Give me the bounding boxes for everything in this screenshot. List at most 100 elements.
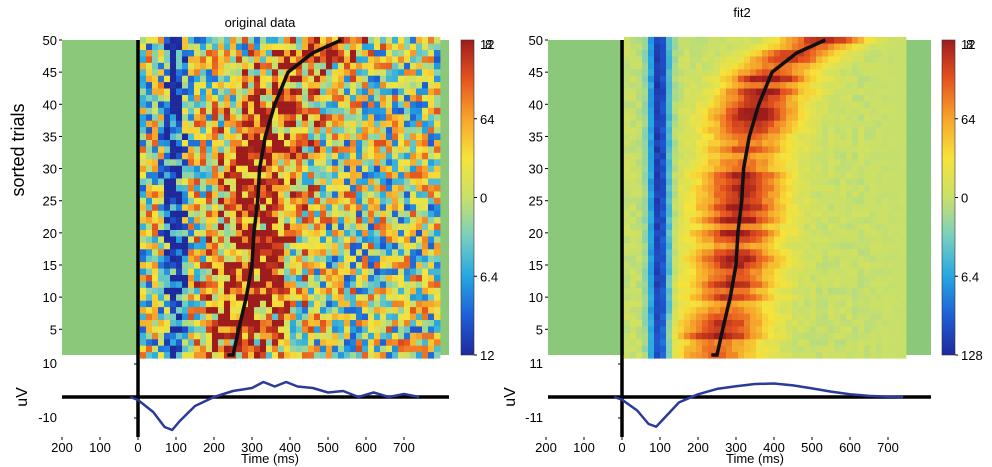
heatmap-cell (636, 101, 643, 108)
heatmap-cell (888, 345, 895, 353)
heatmap-cell (170, 81, 177, 89)
heatmap-cell (212, 229, 219, 237)
heatmap-cell (380, 184, 387, 192)
heatmap-cell (882, 178, 889, 185)
heatmap-cell (672, 300, 679, 308)
heatmap-cell (146, 139, 153, 147)
heatmap-cell (648, 294, 655, 301)
heatmap-cell (188, 191, 195, 198)
heatmap-cell (828, 216, 835, 224)
heatmap-cell (756, 229, 763, 237)
heatmap-cell (428, 126, 435, 134)
heatmap-cell (302, 126, 309, 134)
heatmap-cell (326, 210, 333, 218)
heatmap-cell (666, 339, 673, 346)
heatmap-cell (684, 268, 691, 275)
heatmap-cell (732, 101, 739, 108)
heatmap-cell (636, 49, 643, 57)
heatmap-cell (380, 345, 387, 353)
heatmap-cell (792, 191, 799, 198)
heatmap-cell (236, 255, 243, 263)
heatmap-cell (870, 184, 877, 192)
heatmap-cell (888, 171, 895, 179)
heatmap-cell (642, 274, 649, 282)
heatmap-cell (362, 197, 369, 205)
heatmap-cell (320, 146, 327, 153)
heatmap-cell (780, 204, 787, 211)
heatmap-cell (164, 56, 171, 63)
heatmap-cell (188, 152, 195, 160)
heatmap-cell (344, 62, 351, 70)
heatmap-cell (876, 43, 883, 50)
heatmap-cell (152, 159, 159, 166)
heatmap-cell (260, 101, 267, 108)
heatmap-cell (756, 210, 763, 218)
heatmap-cell (858, 313, 865, 320)
heatmap-cell (248, 126, 255, 134)
heatmap-cell (308, 56, 315, 63)
heatmap-cell (690, 204, 697, 211)
heatmap-cell (732, 242, 739, 250)
heatmap-cell (266, 49, 273, 57)
heatmap-cell (356, 306, 363, 314)
heatmap-cell (410, 197, 417, 205)
heatmap-cell (792, 178, 799, 185)
heatmap-cell (404, 159, 411, 166)
heatmap-cell (176, 36, 183, 44)
heatmap-cell (678, 152, 685, 160)
heatmap-cell (266, 229, 273, 237)
heatmap-cell (176, 75, 183, 83)
heatmap-cell (374, 139, 381, 147)
heatmap-cell (696, 351, 703, 359)
heatmap-cell (876, 242, 883, 250)
heatmap-cell (882, 81, 889, 89)
heatmap-cell (152, 120, 159, 128)
heatmap-cell (158, 229, 165, 237)
heatmap-cell (876, 210, 883, 218)
heatmap-cell (140, 191, 147, 198)
heatmap-cell (266, 146, 273, 153)
heatmap-cell (374, 101, 381, 108)
heatmap-cell (870, 332, 877, 340)
heatmap-cell (624, 204, 631, 211)
heatmap-cell (648, 326, 655, 333)
heatmap-cell (164, 88, 171, 95)
heatmap-cell (840, 274, 847, 282)
heatmap-cell (362, 210, 369, 218)
heatmap-cell (266, 36, 273, 44)
heatmap-cell (690, 306, 697, 314)
heatmap-cell (248, 319, 255, 327)
heatmap-cell (188, 69, 195, 76)
heatmap-cell (750, 249, 757, 256)
heatmap-cell (894, 120, 901, 128)
heatmap-cell (224, 300, 231, 308)
heatmap-cell (624, 62, 631, 70)
heatmap-cell (876, 294, 883, 301)
heatmap-cell (296, 287, 303, 295)
heatmap-cell (416, 43, 423, 50)
heatmap-cell (738, 236, 745, 243)
heatmap-cell (278, 120, 285, 128)
heatmap-cell (846, 236, 853, 243)
heatmap-cell (834, 287, 841, 295)
heatmap-cell (726, 171, 733, 179)
heatmap-cell (774, 261, 781, 269)
heatmap-cell (804, 171, 811, 179)
heatmap-cell (242, 204, 249, 211)
heatmap-cell (200, 126, 207, 134)
heatmap-cell (182, 255, 189, 263)
heatmap-cell (648, 62, 655, 70)
heatmap-cell (708, 88, 715, 95)
heatmap-cell (630, 171, 637, 179)
heatmap-cell (768, 159, 775, 166)
heatmap-cell (696, 204, 703, 211)
heatmap-cell (278, 184, 285, 192)
heatmap-cell (798, 184, 805, 192)
heatmap-cell (188, 332, 195, 340)
colorbar-top-label: 12 (961, 37, 975, 52)
heatmap-cell (152, 294, 159, 301)
heatmap-cell (410, 274, 417, 282)
y-tick-label: 20 (43, 226, 57, 241)
heatmap-cell (708, 332, 715, 340)
heatmap-cell (260, 210, 267, 218)
